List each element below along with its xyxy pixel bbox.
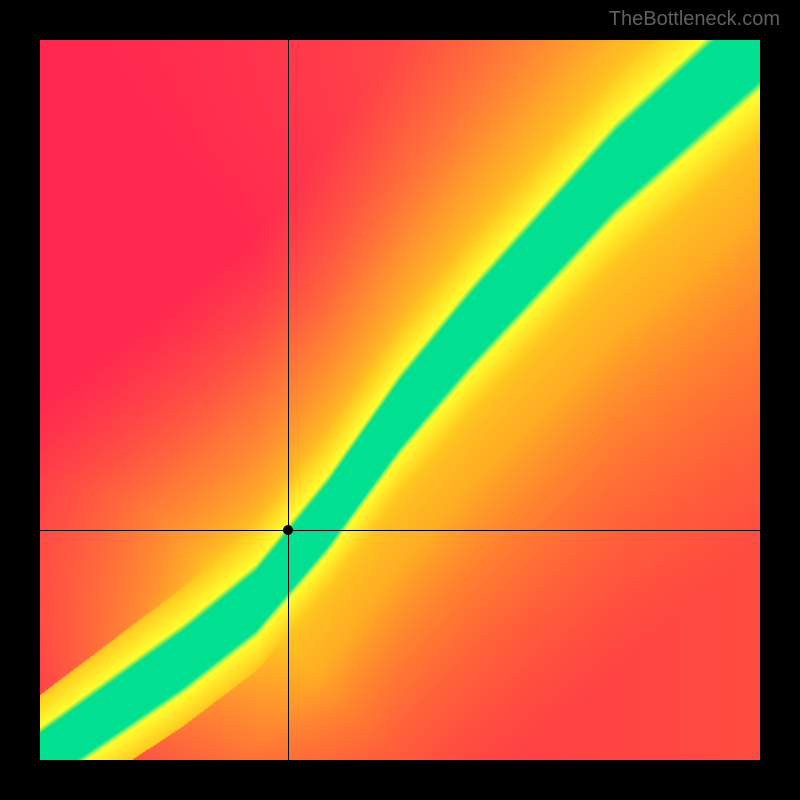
crosshair-marker (283, 525, 293, 535)
crosshair-vertical (288, 40, 289, 760)
watermark-text: TheBottleneck.com (609, 8, 780, 31)
plot-area (40, 40, 760, 760)
crosshair-horizontal (40, 530, 760, 531)
heatmap-canvas (40, 40, 760, 760)
